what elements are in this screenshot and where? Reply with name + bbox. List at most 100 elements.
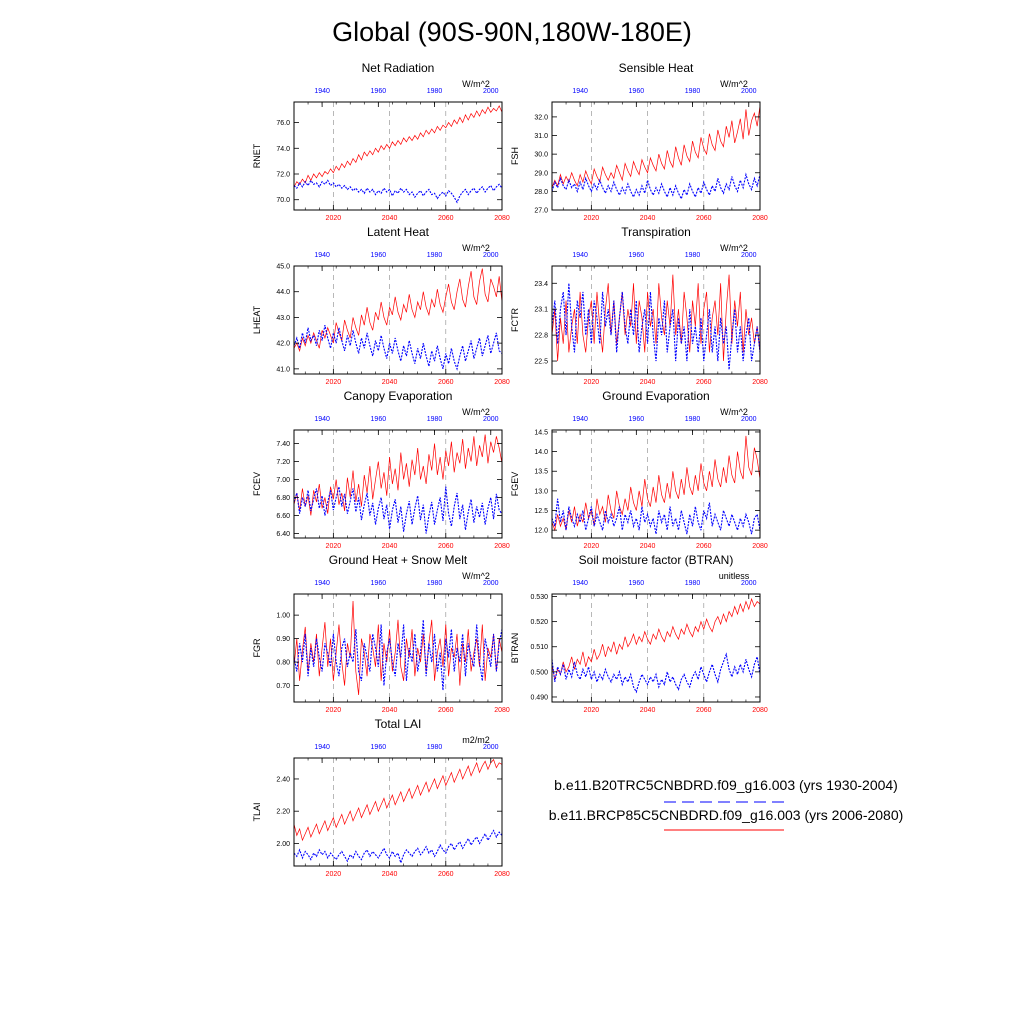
y-tick-label: 41.0 xyxy=(276,366,290,373)
y-tick-label: 30.0 xyxy=(534,152,548,159)
y-tick-label: 76.0 xyxy=(276,120,290,127)
y-tick-label: 0.80 xyxy=(276,660,290,667)
x-tick-label-bottom: 2060 xyxy=(438,707,454,714)
series-line-rcp85 xyxy=(293,268,503,353)
x-tick-label-bottom: 2080 xyxy=(494,871,510,878)
y-tick-label: 6.60 xyxy=(276,513,290,520)
x-tick-label-top: 1980 xyxy=(427,252,443,259)
y-tick-label: 13.0 xyxy=(534,488,548,495)
panel-ylabel: FSH xyxy=(510,147,520,165)
x-tick-label-bottom: 2080 xyxy=(494,707,510,714)
y-tick-label: 72.0 xyxy=(276,172,290,179)
panel-title: Ground Heat + Snow Melt xyxy=(329,553,468,567)
panel-units: unitless xyxy=(719,571,750,581)
x-tick-label-bottom: 2060 xyxy=(696,543,712,550)
y-tick-label: 2.00 xyxy=(276,841,290,848)
y-tick-label: 70.0 xyxy=(276,197,290,204)
x-tick-label-top: 1960 xyxy=(371,252,387,259)
y-tick-label: 14.5 xyxy=(534,429,548,436)
x-tick-label-top: 1940 xyxy=(314,416,330,423)
x-tick-label-top: 1940 xyxy=(572,88,588,95)
x-tick-label-top: 1960 xyxy=(629,88,645,95)
series-line-rcp85 xyxy=(551,274,761,362)
series-line-rcp85 xyxy=(293,434,503,516)
series-line-rcp85 xyxy=(551,435,761,532)
x-tick-label-bottom: 2060 xyxy=(696,379,712,386)
x-tick-label-top: 1940 xyxy=(572,580,588,587)
y-tick-label: 2.40 xyxy=(276,776,290,783)
panel-fgev: Ground Evaporation W/m^2 FGEV 12.0 12.5 13.0 1… xyxy=(510,389,768,550)
x-tick-label-top: 1940 xyxy=(572,416,588,423)
plot-frame xyxy=(293,265,503,375)
plot-frame xyxy=(293,593,503,703)
y-tick-label: 0.520 xyxy=(530,619,548,626)
panel-ylabel: RNET xyxy=(252,143,262,168)
y-tick-label: 0.70 xyxy=(276,683,290,690)
x-tick-label-bottom: 2020 xyxy=(326,215,342,222)
series-line-historical xyxy=(551,283,761,370)
panel-fctr: Transpiration W/m^2 FCTR 22.5 22.8 23.1 23.4 20… xyxy=(510,225,768,386)
y-tick-label: 0.490 xyxy=(530,694,548,701)
panel-ylabel: BTRAN xyxy=(510,633,520,664)
y-tick-label: 22.5 xyxy=(534,359,548,366)
series-line-historical xyxy=(551,652,761,694)
x-tick-label-top: 2000 xyxy=(483,252,499,259)
x-tick-label-top: 1960 xyxy=(629,252,645,259)
panel-grid: Net Radiation W/m^2 RNET 70.0 72.0 74.0 76.0 20… xyxy=(252,61,768,878)
panel-tlai: Total LAI m2/m2 TLAI 2.00 2.20 2.40 2020 2040 20… xyxy=(252,717,510,878)
panel-units: W/m^2 xyxy=(462,79,490,89)
y-tick-label: 22.8 xyxy=(534,333,548,340)
x-tick-label-bottom: 2060 xyxy=(438,379,454,386)
x-tick-label-top: 2000 xyxy=(741,252,757,259)
y-tick-label: 1.00 xyxy=(276,613,290,620)
x-tick-label-bottom: 2040 xyxy=(640,707,656,714)
x-tick-label-bottom: 2040 xyxy=(382,871,398,878)
y-tick-label: 7.40 xyxy=(276,441,290,448)
y-tick-label: 32.0 xyxy=(534,114,548,121)
x-tick-label-bottom: 2020 xyxy=(326,543,342,550)
y-tick-label: 7.00 xyxy=(276,477,290,484)
x-tick-label-top: 1960 xyxy=(371,88,387,95)
x-tick-label-top: 1980 xyxy=(685,416,701,423)
x-tick-label-top: 1940 xyxy=(314,744,330,751)
x-tick-label-bottom: 2020 xyxy=(584,543,600,550)
panel-units: m2/m2 xyxy=(462,735,490,745)
panel-ylabel: FCEV xyxy=(252,472,262,496)
x-tick-label-top: 1960 xyxy=(371,580,387,587)
x-tick-label-bottom: 2040 xyxy=(640,379,656,386)
y-tick-label: 14.0 xyxy=(534,449,548,456)
panel-units: W/m^2 xyxy=(462,571,490,581)
x-tick-label-bottom: 2020 xyxy=(584,707,600,714)
x-tick-label-bottom: 2080 xyxy=(752,707,768,714)
plot-frame xyxy=(551,593,761,703)
legend-label-historical: b.e11.B20TRC5CNBDRD.f09_g16.003 (yrs 193… xyxy=(554,777,898,793)
plot-frame xyxy=(551,429,761,539)
x-tick-label-top: 1980 xyxy=(427,744,443,751)
x-tick-label-top: 1960 xyxy=(629,580,645,587)
x-tick-label-bottom: 2040 xyxy=(382,379,398,386)
x-tick-label-top: 1960 xyxy=(371,744,387,751)
y-tick-label: 0.500 xyxy=(530,669,548,676)
x-tick-label-bottom: 2080 xyxy=(494,379,510,386)
y-tick-label: 13.5 xyxy=(534,469,548,476)
x-tick-label-bottom: 2060 xyxy=(438,871,454,878)
panel-ylabel: FGEV xyxy=(510,472,520,497)
x-tick-label-top: 1940 xyxy=(314,252,330,259)
y-tick-label: 6.40 xyxy=(276,531,290,538)
legend-label-rcp85: b.e11.BRCP85C5CNBDRD.f09_g16.003 (yrs 20… xyxy=(549,807,904,823)
y-tick-label: 0.510 xyxy=(530,644,548,651)
x-tick-label-top: 1940 xyxy=(572,252,588,259)
legend: b.e11.B20TRC5CNBDRD.f09_g16.003 (yrs 193… xyxy=(549,777,904,831)
x-tick-label-top: 1980 xyxy=(685,580,701,587)
y-tick-label: 0.530 xyxy=(530,594,548,601)
panel-title: Transpiration xyxy=(621,225,691,239)
panel-fgr: Ground Heat + Snow Melt W/m^2 FGR 0.70 0.80 0… xyxy=(252,553,510,714)
x-tick-label-bottom: 2020 xyxy=(584,379,600,386)
y-tick-label: 31.0 xyxy=(534,133,548,140)
x-tick-label-bottom: 2080 xyxy=(752,379,768,386)
x-tick-label-top: 2000 xyxy=(741,580,757,587)
y-tick-label: 43.0 xyxy=(276,315,290,322)
y-tick-label: 12.0 xyxy=(534,528,548,535)
series-line-historical xyxy=(551,498,761,535)
